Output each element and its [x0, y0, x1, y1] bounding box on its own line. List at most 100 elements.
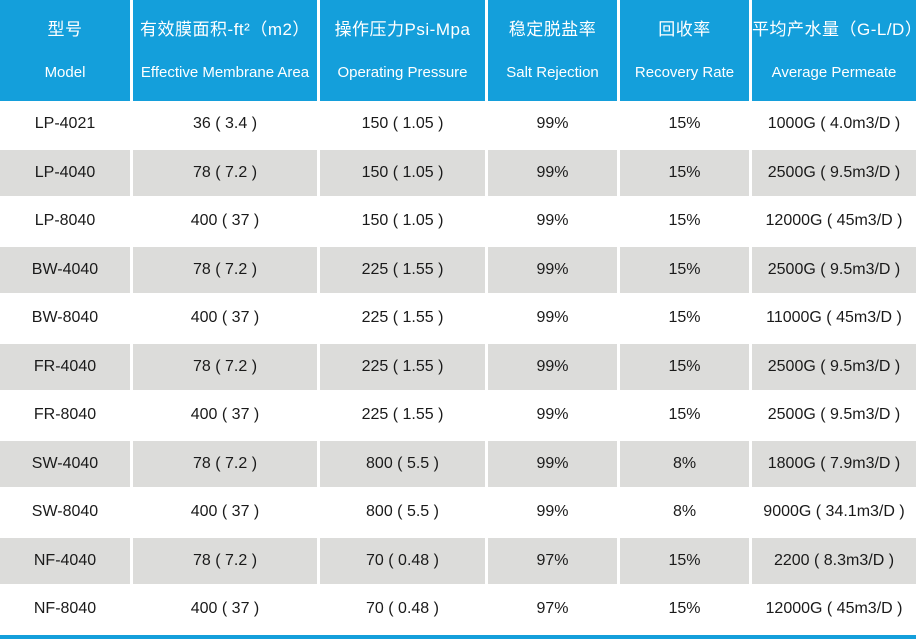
cell-model: SW-4040: [0, 440, 130, 489]
cell-recovery-rate: 15%: [617, 246, 749, 295]
cell-operating-pressure: 225 ( 1.55 ): [317, 392, 485, 441]
table-row: SW-8040 400 ( 37 ) 800 ( 5.5 ) 99% 8% 9000G (…: [0, 489, 916, 538]
column-header-label-zh: 操作压力Psi-Mpa: [334, 20, 471, 39]
table-bottom-border: [0, 634, 916, 639]
table-header: 型号 Model 有效膜面积-ft²（m2） Effective Membrane A…: [0, 0, 916, 101]
cell-salt-rejection: 99%: [485, 246, 617, 295]
cell-salt-rejection: 99%: [485, 198, 617, 247]
column-header-content: 回收率 Recovery Rate: [620, 0, 749, 101]
cell-recovery-rate: 8%: [617, 440, 749, 489]
cell-membrane-area: 78 ( 7.2 ): [130, 537, 317, 586]
table-row: FR-4040 78 ( 7.2 ) 225 ( 1.55 ) 99% 15% 2500G…: [0, 343, 916, 392]
cell-operating-pressure: 70 ( 0.48 ): [317, 586, 485, 635]
cell-membrane-area: 400 ( 37 ): [130, 489, 317, 538]
column-header-label-zh: 有效膜面积-ft²（m2）: [140, 20, 310, 39]
cell-operating-pressure: 225 ( 1.55 ): [317, 343, 485, 392]
table-row: NF-4040 78 ( 7.2 ) 70 ( 0.48 ) 97% 15% 2200 (…: [0, 537, 916, 586]
cell-membrane-area: 400 ( 37 ): [130, 198, 317, 247]
cell-average-permeate: 2500G ( 9.5m3/D ): [749, 392, 916, 441]
cell-operating-pressure: 800 ( 5.5 ): [317, 440, 485, 489]
column-header-label-en: Operating Pressure: [337, 64, 468, 81]
cell-salt-rejection: 97%: [485, 586, 617, 635]
cell-recovery-rate: 15%: [617, 586, 749, 635]
column-header-model: 型号 Model: [0, 0, 130, 101]
cell-average-permeate: 2500G ( 9.5m3/D ): [749, 246, 916, 295]
table-row: NF-8040 400 ( 37 ) 70 ( 0.48 ) 97% 15% 12000G…: [0, 586, 916, 635]
cell-operating-pressure: 150 ( 1.05 ): [317, 149, 485, 198]
cell-recovery-rate: 15%: [617, 343, 749, 392]
cell-membrane-area: 400 ( 37 ): [130, 586, 317, 635]
cell-recovery-rate: 15%: [617, 392, 749, 441]
cell-recovery-rate: 8%: [617, 489, 749, 538]
column-header-content: 有效膜面积-ft²（m2） Effective Membrane Area: [133, 0, 317, 101]
cell-recovery-rate: 15%: [617, 198, 749, 247]
cell-model: NF-8040: [0, 586, 130, 635]
cell-model: BW-4040: [0, 246, 130, 295]
cell-membrane-area: 400 ( 37 ): [130, 295, 317, 344]
table-row: LP-4021 36 ( 3.4 ) 150 ( 1.05 ) 99% 15% 1000G…: [0, 101, 916, 150]
cell-average-permeate: 11000G ( 45m3/D ): [749, 295, 916, 344]
cell-salt-rejection: 99%: [485, 343, 617, 392]
column-header-content: 平均产水量（G-L/D） Average Permeate: [752, 0, 916, 101]
cell-salt-rejection: 99%: [485, 101, 617, 150]
cell-average-permeate: 2200 ( 8.3m3/D ): [749, 537, 916, 586]
column-header-label-zh: 平均产水量（G-L/D）: [752, 20, 916, 39]
table-row: SW-4040 78 ( 7.2 ) 800 ( 5.5 ) 99% 8% 1800G (…: [0, 440, 916, 489]
table-row: LP-4040 78 ( 7.2 ) 150 ( 1.05 ) 99% 15% 2500G…: [0, 149, 916, 198]
table-row: BW-8040 400 ( 37 ) 225 ( 1.55 ) 99% 15% 11000…: [0, 295, 916, 344]
cell-average-permeate: 2500G ( 9.5m3/D ): [749, 149, 916, 198]
cell-membrane-area: 78 ( 7.2 ): [130, 343, 317, 392]
cell-model: FR-8040: [0, 392, 130, 441]
table-row: LP-8040 400 ( 37 ) 150 ( 1.05 ) 99% 15% 12000…: [0, 198, 916, 247]
cell-average-permeate: 12000G ( 45m3/D ): [749, 586, 916, 635]
cell-operating-pressure: 225 ( 1.55 ): [317, 246, 485, 295]
cell-operating-pressure: 225 ( 1.55 ): [317, 295, 485, 344]
cell-membrane-area: 78 ( 7.2 ): [130, 246, 317, 295]
column-header-label-en: Salt Rejection: [506, 64, 599, 81]
cell-model: SW-8040: [0, 489, 130, 538]
column-header-content: 稳定脱盐率 Salt Rejection: [488, 0, 617, 101]
column-header-content: 操作压力Psi-Mpa Operating Pressure: [320, 0, 485, 101]
cell-model: LP-8040: [0, 198, 130, 247]
table-body: LP-4021 36 ( 3.4 ) 150 ( 1.05 ) 99% 15% 1000G…: [0, 101, 916, 635]
cell-average-permeate: 12000G ( 45m3/D ): [749, 198, 916, 247]
cell-model: LP-4040: [0, 149, 130, 198]
cell-operating-pressure: 150 ( 1.05 ): [317, 198, 485, 247]
cell-average-permeate: 1000G ( 4.0m3/D ): [749, 101, 916, 150]
cell-membrane-area: 400 ( 37 ): [130, 392, 317, 441]
cell-average-permeate: 2500G ( 9.5m3/D ): [749, 343, 916, 392]
column-header-membrane-area: 有效膜面积-ft²（m2） Effective Membrane Area: [130, 0, 317, 101]
column-header-label-zh: 型号: [47, 20, 83, 39]
cell-recovery-rate: 15%: [617, 295, 749, 344]
cell-salt-rejection: 99%: [485, 440, 617, 489]
table-row: FR-8040 400 ( 37 ) 225 ( 1.55 ) 99% 15% 2500G…: [0, 392, 916, 441]
column-header-content: 型号 Model: [0, 0, 130, 101]
cell-model: NF-4040: [0, 537, 130, 586]
column-header-salt-rejection: 稳定脱盐率 Salt Rejection: [485, 0, 617, 101]
cell-salt-rejection: 99%: [485, 149, 617, 198]
cell-membrane-area: 36 ( 3.4 ): [130, 101, 317, 150]
column-header-label-zh: 稳定脱盐率: [508, 20, 597, 39]
cell-membrane-area: 78 ( 7.2 ): [130, 440, 317, 489]
header-row: 型号 Model 有效膜面积-ft²（m2） Effective Membrane A…: [0, 0, 916, 101]
column-header-label-en: Recovery Rate: [634, 64, 735, 81]
column-header-label-en: Model: [44, 64, 86, 81]
cell-operating-pressure: 150 ( 1.05 ): [317, 101, 485, 150]
cell-operating-pressure: 800 ( 5.5 ): [317, 489, 485, 538]
column-header-operating-pressure: 操作压力Psi-Mpa Operating Pressure: [317, 0, 485, 101]
column-header-average-permeate: 平均产水量（G-L/D） Average Permeate: [749, 0, 916, 101]
cell-model: FR-4040: [0, 343, 130, 392]
column-header-label-zh: 回收率: [658, 20, 711, 39]
cell-average-permeate: 9000G ( 34.1m3/D ): [749, 489, 916, 538]
cell-membrane-area: 78 ( 7.2 ): [130, 149, 317, 198]
column-header-label-en: Effective Membrane Area: [140, 64, 310, 81]
cell-model: BW-8040: [0, 295, 130, 344]
cell-salt-rejection: 99%: [485, 489, 617, 538]
cell-average-permeate: 1800G ( 7.9m3/D ): [749, 440, 916, 489]
column-header-recovery-rate: 回收率 Recovery Rate: [617, 0, 749, 101]
cell-recovery-rate: 15%: [617, 101, 749, 150]
cell-salt-rejection: 97%: [485, 537, 617, 586]
cell-salt-rejection: 99%: [485, 392, 617, 441]
